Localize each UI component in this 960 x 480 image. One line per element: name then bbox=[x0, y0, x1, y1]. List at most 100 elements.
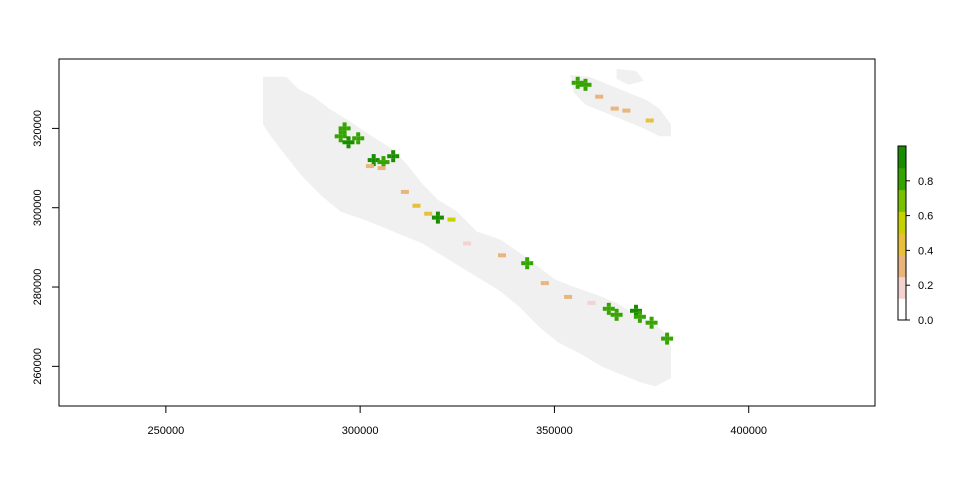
raster-cell bbox=[342, 130, 347, 135]
raster-cell-cluster bbox=[334, 130, 347, 143]
raster-cell bbox=[614, 308, 619, 313]
raster-cell bbox=[369, 164, 374, 169]
raster-cell bbox=[575, 84, 580, 89]
raster-cell-cluster bbox=[498, 253, 506, 258]
raster-cell bbox=[579, 82, 584, 87]
raster-cell-cluster bbox=[387, 150, 400, 163]
raster-cell bbox=[439, 215, 444, 220]
raster-cell-cluster bbox=[342, 136, 355, 149]
raster-cell-cluster bbox=[564, 294, 573, 299]
raster-cell bbox=[669, 336, 674, 341]
y-axis: 260000 280000 300000 320000 bbox=[32, 110, 60, 385]
raster-cell-cluster bbox=[338, 122, 351, 135]
raster-cell bbox=[634, 304, 638, 309]
raster-cell bbox=[610, 312, 615, 317]
raster-cell bbox=[338, 130, 343, 135]
raster-cell bbox=[342, 140, 347, 145]
raster-cell bbox=[338, 126, 343, 131]
raster-cell-cluster bbox=[622, 108, 631, 113]
raster-cell bbox=[618, 312, 623, 317]
colorbar-swatch bbox=[898, 233, 906, 256]
colorbar-swatch bbox=[898, 254, 906, 278]
raster-cell bbox=[653, 320, 658, 325]
raster-cell bbox=[606, 302, 611, 307]
raster-cell bbox=[525, 261, 530, 266]
raster-cell bbox=[599, 94, 604, 99]
raster-cell-cluster bbox=[540, 281, 549, 286]
raster-cell bbox=[614, 106, 619, 111]
raster-cell bbox=[346, 140, 351, 145]
raster-cell bbox=[447, 217, 452, 222]
raster-cell bbox=[641, 314, 646, 319]
raster-cell bbox=[404, 189, 409, 194]
raster-cell bbox=[371, 158, 376, 163]
raster-cell bbox=[637, 314, 642, 319]
raster-cell bbox=[637, 318, 642, 323]
raster-cell bbox=[350, 140, 355, 145]
raster-cell bbox=[626, 108, 631, 113]
raster-cell bbox=[381, 166, 386, 171]
raster-cell bbox=[645, 320, 650, 325]
raster-cell-cluster bbox=[602, 302, 615, 315]
raster-cell bbox=[544, 281, 549, 286]
raster-cell-cluster bbox=[352, 132, 365, 145]
colorbar-tick-label: 0.6 bbox=[918, 211, 933, 223]
raster-cell bbox=[571, 80, 576, 85]
raster-cell-cluster bbox=[633, 310, 646, 323]
colorbar-tick-label: 0.8 bbox=[918, 176, 933, 188]
raster-cell bbox=[525, 265, 530, 270]
raster-cell bbox=[435, 219, 440, 224]
x-axis: 250000 300000 350000 400000 bbox=[147, 405, 767, 437]
y-tick-label: 320000 bbox=[32, 110, 44, 147]
x-tick-label: 300000 bbox=[342, 425, 379, 437]
raster-cell bbox=[424, 211, 429, 216]
raster-cell bbox=[637, 310, 642, 315]
raster-cell bbox=[595, 94, 600, 99]
raster-cell bbox=[451, 217, 456, 222]
raster-cell-cluster bbox=[587, 300, 596, 305]
raster-cell bbox=[649, 320, 654, 325]
raster-cell bbox=[602, 306, 607, 311]
raster-cell bbox=[502, 253, 506, 258]
raster-cell bbox=[525, 257, 530, 262]
raster-layer bbox=[263, 68, 674, 387]
raster-cell-cluster bbox=[447, 217, 456, 222]
raster-cell-cluster bbox=[431, 211, 444, 224]
raster-cell bbox=[435, 211, 440, 216]
raster-cell-cluster bbox=[521, 257, 534, 270]
raster-cell bbox=[356, 136, 361, 141]
raster-cell bbox=[463, 241, 468, 246]
raster-cell-cluster bbox=[645, 316, 658, 329]
y-tick-label: 260000 bbox=[32, 348, 44, 385]
raster-cell bbox=[395, 154, 400, 159]
raster-cell bbox=[630, 308, 634, 313]
raster-cell bbox=[371, 154, 376, 159]
raster-cell bbox=[377, 166, 382, 171]
raster-cell bbox=[665, 332, 670, 337]
raster-cell bbox=[346, 144, 351, 149]
raster-cell bbox=[412, 203, 417, 208]
raster-cell bbox=[391, 150, 396, 155]
raster-cell-cluster bbox=[645, 118, 654, 123]
raster-cell bbox=[356, 140, 361, 145]
raster-cell-cluster bbox=[412, 203, 421, 208]
raster-cell-cluster bbox=[424, 211, 433, 216]
x-tick-label: 400000 bbox=[730, 425, 767, 437]
raster-cell bbox=[385, 160, 390, 165]
raster-cell-cluster bbox=[365, 164, 374, 169]
raster-cell bbox=[614, 312, 619, 317]
raster-cell bbox=[346, 126, 351, 131]
raster-cell bbox=[365, 164, 370, 169]
colorbar-swatch bbox=[898, 146, 906, 169]
raster-cell-cluster bbox=[610, 308, 623, 321]
raster-cell bbox=[338, 138, 343, 143]
colorbar-swatch bbox=[898, 189, 906, 212]
y-tick-label: 300000 bbox=[32, 189, 44, 226]
raster-region-1 bbox=[263, 76, 671, 387]
raster-region-3 bbox=[616, 68, 644, 85]
x-tick-label: 250000 bbox=[147, 425, 184, 437]
raster-cell bbox=[367, 158, 372, 163]
raster-cell-cluster bbox=[610, 106, 619, 111]
raster-cell-cluster bbox=[595, 94, 604, 99]
